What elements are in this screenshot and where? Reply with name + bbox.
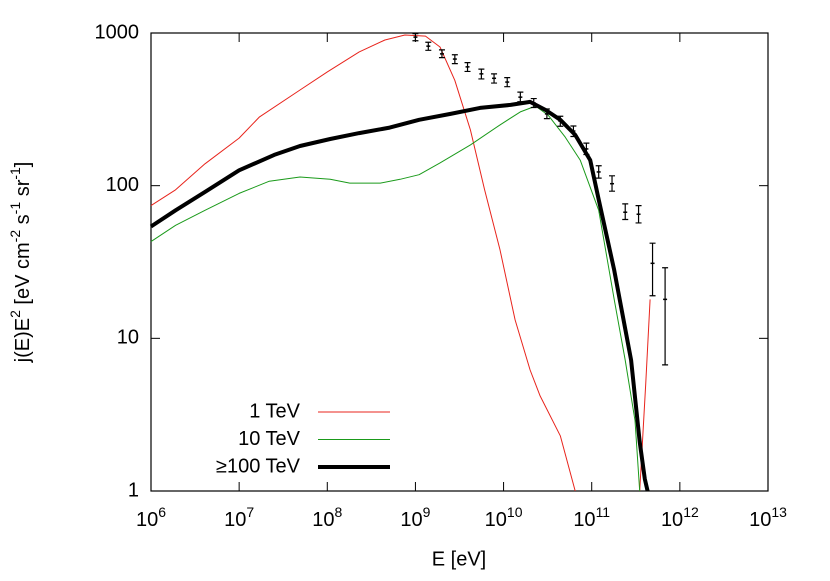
x-tick-label: 1012	[661, 504, 699, 532]
series-line	[150, 105, 641, 492]
y-tick-label: 1000	[95, 21, 140, 43]
x-tick-label: 109	[400, 504, 430, 532]
legend-label: ≥100 TeV	[216, 455, 301, 477]
plot-frame	[150, 32, 769, 492]
error-bar	[662, 267, 669, 366]
legend-label: 1 TeV	[249, 400, 300, 422]
legend-label: 10 TeV	[238, 428, 301, 450]
y-tick-label: 10	[117, 327, 139, 349]
x-tick-label: 106	[136, 504, 166, 532]
y-axis-label: j(E)E2 [eV cm-2 s-1 sr-1]	[7, 162, 35, 364]
series-line	[150, 34, 651, 492]
x-tick-label: 1011	[573, 504, 610, 532]
error-bar	[649, 242, 656, 297]
x-axis-label: E [eV]	[432, 548, 486, 570]
x-tick-label: 1010	[485, 504, 523, 532]
series-line	[149, 99, 650, 492]
x-tick-label: 108	[312, 504, 342, 532]
x-tick-label: 107	[224, 504, 254, 532]
y-tick-label: 100	[106, 174, 139, 196]
x-tick-label: 1013	[749, 504, 787, 532]
y-tick-label: 1	[128, 479, 139, 501]
